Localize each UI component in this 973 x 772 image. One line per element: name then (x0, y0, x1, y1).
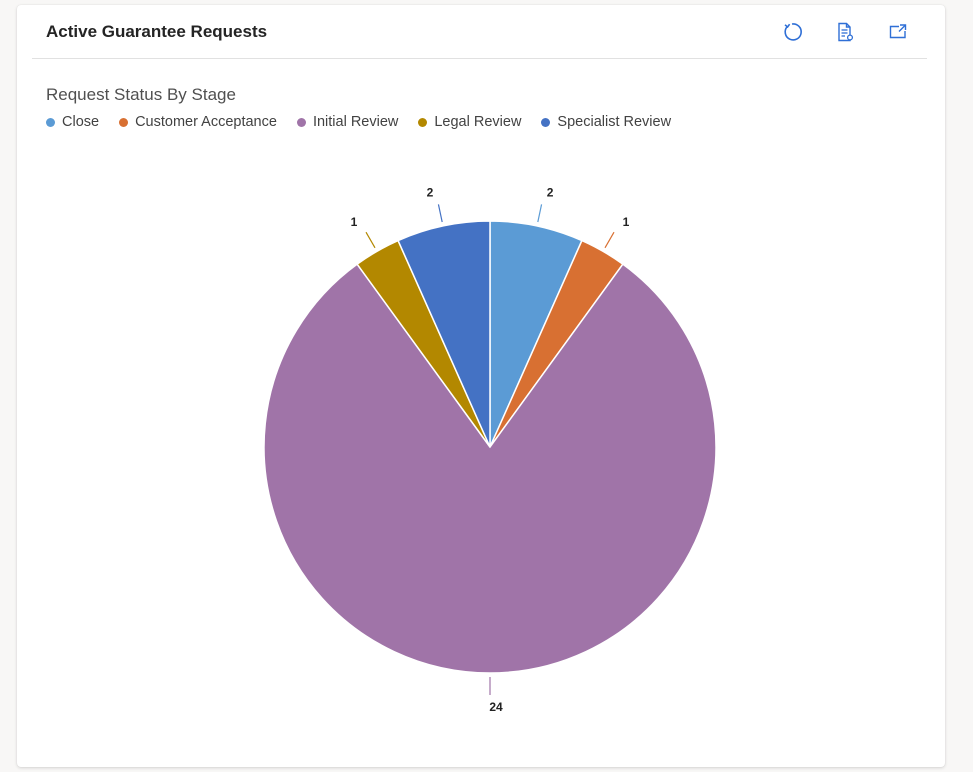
legend-swatch (541, 117, 551, 127)
legend-swatch (119, 117, 129, 127)
view-records-icon (838, 22, 854, 42)
pie-chart: 2 1 24 1 2 (263, 186, 717, 714)
legend-item-customer-acceptance[interactable]: Customer Acceptance (119, 114, 277, 130)
data-label-legal-review: 1 (351, 215, 358, 229)
legend-swatch (418, 117, 428, 127)
data-label-initial-review: 24 (489, 700, 503, 714)
card-title: Active Guarantee Requests (46, 22, 268, 41)
legend-swatch (46, 117, 55, 127)
leader-line-close (537, 204, 543, 223)
legend-item-legal-review[interactable]: Legal Review (418, 114, 521, 130)
refresh-icon (784, 23, 802, 41)
legend-item-initial-review[interactable]: Initial Review (296, 114, 399, 130)
pie-slice-specialist-review[interactable] (397, 220, 491, 448)
leader-line-specialist-review (437, 204, 443, 223)
view-records-button[interactable] (833, 20, 857, 44)
card-header: Active Guarantee Requests (17, 5, 945, 59)
pie-slice-initial-review[interactable] (263, 263, 717, 674)
legend-label: Initial Review (312, 114, 399, 130)
legend-label: Close (62, 114, 100, 130)
chart-card: Active Guarantee Requests (17, 5, 945, 767)
legend-item-specialist-review[interactable]: Specialist Review (541, 114, 671, 130)
chart-title: Request Status By Stage (46, 85, 236, 104)
data-label-close: 2 (547, 186, 554, 200)
data-label-specialist-review: 2 (427, 186, 434, 200)
leader-line-customer-acceptance (604, 231, 615, 249)
refresh-button[interactable] (780, 20, 804, 44)
leader-line-legal-review (365, 231, 376, 249)
legend-swatch (296, 117, 306, 127)
expand-chart-icon (889, 24, 907, 39)
legend-label: Legal Review (434, 114, 522, 130)
legend-item-close[interactable]: Close (46, 114, 99, 130)
chart-legend: Close Customer Acceptance Initial Review… (46, 114, 691, 130)
expand-chart-button[interactable] (886, 20, 910, 44)
header-divider (32, 58, 927, 59)
legend-label: Specialist Review (557, 114, 672, 130)
legend-label: Customer Acceptance (135, 114, 277, 130)
data-label-customer-acceptance: 1 (623, 215, 630, 229)
